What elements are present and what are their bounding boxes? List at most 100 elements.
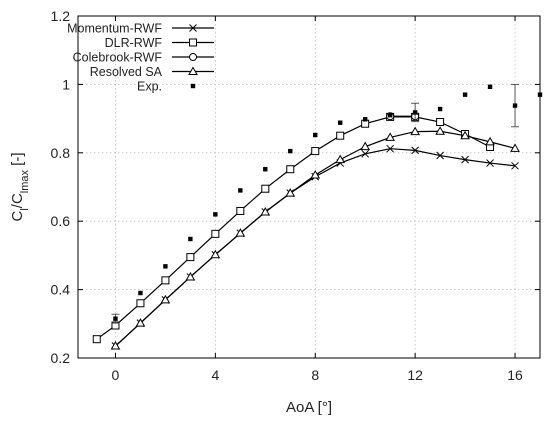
- legend-label: Resolved SA: [90, 65, 163, 79]
- y-axis-title: Cl/Clmax [-]: [9, 152, 31, 221]
- y-axis-title-part: C: [9, 211, 26, 222]
- series-line: [96, 116, 491, 340]
- data-point: [313, 132, 318, 138]
- data-point: [135, 318, 146, 327]
- data-point: [511, 161, 519, 170]
- data-point: [362, 117, 368, 122]
- legend-marker: [189, 24, 197, 32]
- data-point: [485, 136, 495, 146]
- data-point: [138, 290, 143, 296]
- legend-label: Exp.: [137, 80, 162, 94]
- legend-entry: Colebrook-RWF: [73, 51, 214, 65]
- data-point: [211, 229, 220, 238]
- data-point: [335, 154, 346, 164]
- data-point: [336, 131, 345, 140]
- x-tick-label: 12: [407, 367, 423, 383]
- data-point: [410, 126, 420, 136]
- data-point: [311, 147, 320, 156]
- data-point: [110, 341, 121, 350]
- legend: Momentum-RWFDLR-RWFColebrook-RWFResolved…: [67, 22, 214, 94]
- data-point: [437, 106, 443, 112]
- x-marker-stroke: [461, 155, 469, 164]
- plot-frame: [77, 15, 541, 359]
- y-axis-title-part: [-]: [9, 152, 26, 170]
- x-tick-label: 4: [211, 367, 219, 383]
- data-point: [185, 271, 196, 281]
- y-tick-label: 1: [62, 76, 70, 92]
- x-tick-label: 16: [507, 367, 523, 383]
- y-axis-title-subscript: l: [19, 208, 31, 210]
- x-marker-stroke: [511, 161, 519, 170]
- data-point: [435, 126, 445, 135]
- y-tick-label: 0.8: [51, 145, 71, 161]
- data-point: [186, 253, 195, 262]
- data-point: [288, 148, 293, 154]
- data-point: [136, 299, 145, 308]
- data-point: [163, 264, 168, 269]
- data-point: [338, 120, 343, 125]
- data-point: [160, 294, 171, 304]
- legend-marker: [189, 38, 197, 47]
- y-axis-title-subscript: lmax: [19, 169, 31, 193]
- series-5: [111, 83, 543, 324]
- y-tick-label: 1.2: [51, 8, 71, 24]
- x-marker-stroke: [361, 149, 370, 158]
- y-tick-label: 0.4: [51, 282, 71, 298]
- data-point: [260, 206, 271, 216]
- data-point: [161, 276, 170, 285]
- series-4: [110, 126, 520, 350]
- x-tick-label: 0: [112, 367, 120, 383]
- data-point: [411, 146, 419, 155]
- data-point: [385, 132, 396, 141]
- series-layer: [92, 83, 543, 350]
- data-point: [387, 112, 393, 118]
- data-point: [436, 151, 444, 160]
- data-point: [188, 236, 193, 242]
- y-tick-label: 0.2: [51, 350, 71, 366]
- legend-label: DLR-RWF: [105, 36, 163, 50]
- y-axis-title-part: /C: [9, 193, 26, 208]
- data-point: [285, 188, 296, 197]
- data-point: [213, 212, 218, 217]
- x-marker-stroke: [411, 146, 419, 155]
- x-marker-stroke: [436, 151, 444, 160]
- legend-entry: Momentum-RWF: [67, 22, 214, 36]
- data-point: [412, 110, 418, 115]
- x-marker-stroke: [386, 144, 395, 153]
- legend-entry: Exp.: [137, 80, 196, 94]
- data-point: [460, 130, 470, 140]
- data-point: [510, 143, 520, 152]
- axis-ticks: 0 4 8 12 16 0.2 0.4 0.6 0.8 1 1.2: [51, 8, 540, 383]
- x-marker-stroke: [189, 24, 197, 32]
- legend-entry: DLR-RWF: [105, 36, 214, 50]
- data-point: [238, 188, 243, 193]
- data-point: [235, 228, 246, 237]
- data-point: [361, 149, 370, 158]
- data-point: [487, 84, 493, 89]
- legend-label: Colebrook-RWF: [73, 51, 163, 65]
- legend-entry: Resolved SA: [90, 65, 214, 79]
- x-axis-title: AoA [°]: [286, 399, 332, 416]
- series-2: [92, 112, 495, 344]
- legend-label: Momentum-RWF: [67, 22, 162, 36]
- data-point: [310, 170, 321, 179]
- data-point: [436, 118, 445, 127]
- data-point: [236, 206, 245, 215]
- x-tick-label: 8: [311, 367, 319, 383]
- data-point: [113, 316, 118, 321]
- data-point: [92, 335, 101, 344]
- legend-marker: [190, 83, 196, 89]
- data-point: [210, 249, 221, 259]
- data-point: [263, 167, 268, 172]
- x-marker-stroke: [486, 159, 494, 167]
- legend-marker: [189, 53, 197, 61]
- data-point: [261, 184, 270, 193]
- data-point: [462, 92, 468, 97]
- data-point: [461, 155, 469, 164]
- series-line: [115, 130, 516, 347]
- data-point: [386, 144, 395, 153]
- y-tick-label: 0.6: [51, 213, 71, 229]
- data-point: [360, 141, 371, 151]
